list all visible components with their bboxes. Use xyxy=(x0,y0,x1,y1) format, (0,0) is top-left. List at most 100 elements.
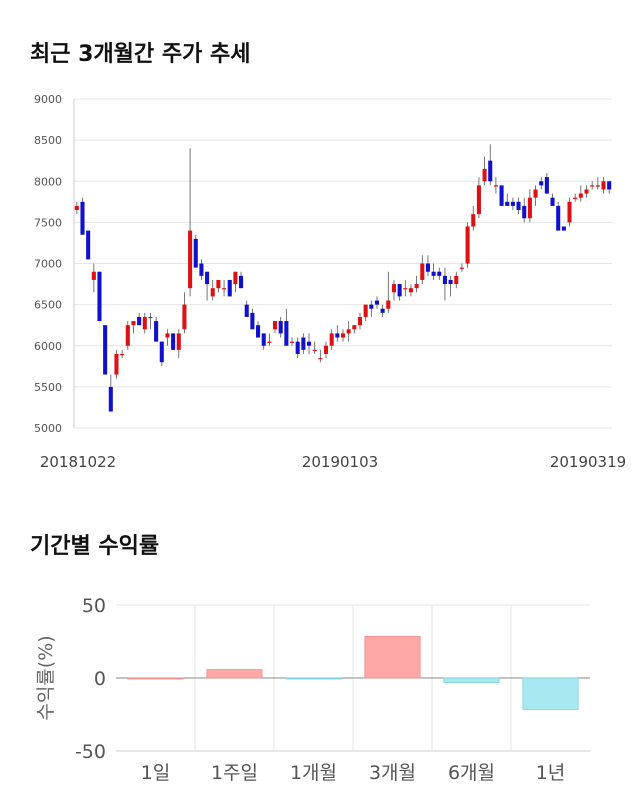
candle-body xyxy=(516,201,521,211)
candle-body xyxy=(369,304,374,309)
candle-body xyxy=(550,197,555,206)
candle-body xyxy=(205,271,210,285)
candle-body xyxy=(420,263,425,280)
candle-body xyxy=(533,189,538,198)
candle-body xyxy=(607,181,612,190)
return-bar xyxy=(127,677,184,680)
candle-body xyxy=(80,201,85,235)
candle-body xyxy=(374,300,380,305)
candle-body xyxy=(601,181,606,190)
x-tick-label: 20190103 xyxy=(302,453,378,471)
candle-body xyxy=(357,316,363,326)
candle-body xyxy=(250,312,255,330)
candle-body xyxy=(527,197,532,219)
return-bar xyxy=(285,677,342,680)
candle-body xyxy=(346,329,351,334)
candle-body xyxy=(114,353,119,375)
x-tick-label: 6개월 xyxy=(448,762,495,784)
candle-body xyxy=(239,275,244,289)
candle-body xyxy=(171,333,176,350)
y-tick-label: -50 xyxy=(75,741,106,763)
candle-body xyxy=(482,168,487,182)
candle-body xyxy=(590,185,595,187)
candle-body xyxy=(380,308,385,313)
y-tick-label: 8000 xyxy=(34,175,62,188)
candle-body xyxy=(595,185,600,187)
candle-body xyxy=(556,205,561,231)
candle-body xyxy=(544,177,549,194)
candle-body xyxy=(142,316,147,330)
candle-body xyxy=(539,181,544,186)
return-bar xyxy=(522,677,579,710)
x-tick-label: 1년 xyxy=(536,762,566,784)
return-bar xyxy=(443,677,500,684)
candle-body xyxy=(459,267,464,269)
y-tick-label: 5000 xyxy=(34,422,62,435)
y-tick-label: 5500 xyxy=(34,381,62,394)
candle-body xyxy=(431,271,436,276)
candle-body xyxy=(584,189,589,194)
candle-body xyxy=(148,316,153,319)
candle-body xyxy=(284,321,289,346)
candle-body xyxy=(233,271,238,285)
candle-body xyxy=(244,304,249,317)
candle-body xyxy=(295,341,300,354)
candle-body xyxy=(108,386,113,412)
y-tick-label: 8500 xyxy=(34,134,62,147)
candle-body xyxy=(386,300,391,309)
x-tick-label: 20190319 xyxy=(550,453,626,471)
candle-body xyxy=(193,238,198,268)
y-tick-label: 9000 xyxy=(34,93,62,106)
candle-body xyxy=(97,271,102,322)
candle-body xyxy=(165,333,170,338)
candle-body xyxy=(267,341,272,343)
candle-body xyxy=(199,263,204,276)
candle-body xyxy=(505,201,510,206)
x-tick-label: 3개월 xyxy=(369,762,416,784)
x-tick-label: 1개월 xyxy=(290,762,337,784)
candle-body xyxy=(567,201,572,223)
candle-body xyxy=(476,185,481,215)
candle-body xyxy=(522,205,527,219)
candle-body xyxy=(578,193,583,198)
x-tick-label: 20181022 xyxy=(40,453,116,471)
candle-body xyxy=(363,304,368,317)
candle-body xyxy=(318,358,323,360)
candle-body xyxy=(323,345,329,354)
candle-body xyxy=(425,263,430,272)
candle-body xyxy=(312,349,317,352)
candle-body xyxy=(216,279,221,289)
return-bar xyxy=(364,635,421,679)
candle-body xyxy=(414,284,419,289)
candle-body xyxy=(335,333,340,338)
candle-body xyxy=(448,279,453,285)
candle-body xyxy=(488,160,493,182)
candle-body xyxy=(289,341,295,343)
candle-body xyxy=(306,341,312,346)
period-return-title: 기간별 수익률 xyxy=(30,534,160,559)
candle-body xyxy=(261,333,266,346)
price-trend-title: 최근 3개월간 주가 추세 xyxy=(30,42,251,67)
y-tick-label: 7500 xyxy=(34,216,62,229)
candle-body xyxy=(159,341,164,363)
candle-body xyxy=(103,325,108,375)
candle-body xyxy=(154,321,159,342)
candle-body xyxy=(227,279,232,297)
candle-body xyxy=(561,226,566,231)
candlestick-chart: 9000 8500 8000 7500 7000 6500 6000 5500 5000 2018… xyxy=(34,93,626,471)
x-tick-label: 1주일 xyxy=(211,762,258,784)
candle-body xyxy=(471,214,476,227)
candle-body xyxy=(210,288,215,297)
candle-body xyxy=(352,325,357,330)
y-tick-label: 6000 xyxy=(34,340,62,353)
candle-body xyxy=(493,185,498,187)
y-tick-label: 6500 xyxy=(34,299,62,312)
y-tick-label: 0 xyxy=(94,668,106,690)
candle-body xyxy=(125,325,130,346)
candle-body xyxy=(222,288,227,290)
y-tick-label: 7000 xyxy=(34,258,62,271)
candle-body xyxy=(437,271,442,276)
candle-body xyxy=(510,201,515,206)
candle-body xyxy=(397,284,402,297)
